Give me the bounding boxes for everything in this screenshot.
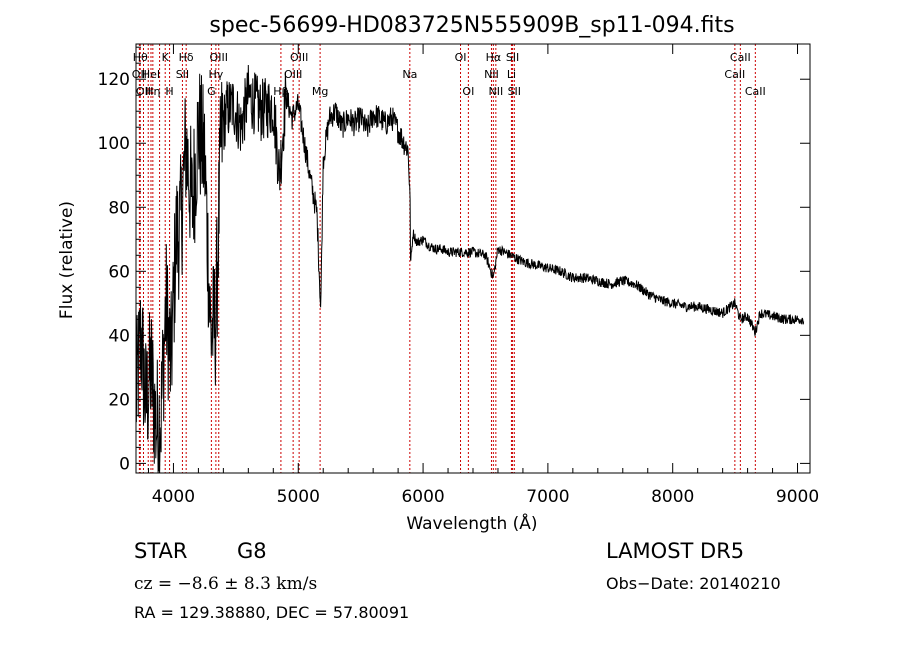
emission-line-label: CaII bbox=[724, 68, 745, 81]
x-tick-label: 6000 bbox=[401, 487, 444, 507]
x-axis-label: Wavelength (Å) bbox=[406, 512, 537, 534]
emission-line-label: CaII bbox=[730, 51, 751, 64]
emission-line-label: SII bbox=[506, 51, 519, 64]
emission-line-label: OIII bbox=[284, 68, 302, 81]
y-tick-label: 40 bbox=[108, 326, 130, 346]
x-tick-label: 9000 bbox=[776, 487, 819, 507]
emission-line-label: Hη bbox=[145, 85, 160, 98]
emission-line-label: Hδ bbox=[179, 51, 194, 64]
emission-line-label: SII bbox=[508, 85, 521, 98]
emission-line-label: OIII bbox=[210, 51, 228, 64]
emission-line-label: Hα bbox=[486, 51, 502, 64]
y-tick-label: 120 bbox=[98, 70, 130, 90]
emission-line-label: OIII bbox=[290, 51, 308, 64]
redshift-velocity: cz = −8.6 ± 8.3 km/s bbox=[134, 574, 318, 594]
emission-line-label: SII bbox=[176, 68, 189, 81]
emission-line-label: Hθ bbox=[133, 51, 148, 64]
emission-line-label: HeI bbox=[142, 68, 160, 81]
emission-line-label: Hγ bbox=[208, 68, 223, 81]
emission-line-label: Mg bbox=[312, 85, 328, 98]
emission-line-label: NII bbox=[488, 85, 503, 98]
x-tick-label: 7000 bbox=[526, 487, 569, 507]
emission-line-labels: HθOIIOIIHeIHηKHSIIHδGHγOIIIHβOIIIOIIIMgN… bbox=[132, 51, 766, 98]
y-tick-label: 0 bbox=[119, 454, 130, 474]
object-class: STAR bbox=[134, 539, 188, 563]
emission-line-label: NII bbox=[484, 68, 499, 81]
y-tick-label: 20 bbox=[108, 390, 130, 410]
emission-line-label: H bbox=[165, 85, 173, 98]
emission-line-label: G bbox=[207, 85, 216, 98]
survey-name: LAMOST DR5 bbox=[606, 539, 745, 563]
x-tick-label: 5000 bbox=[277, 487, 320, 507]
spectral-subclass: G8 bbox=[237, 539, 267, 563]
y-tick-label: 60 bbox=[108, 262, 130, 282]
y-tick-label: 80 bbox=[108, 198, 130, 218]
spectrum-line bbox=[135, 64, 805, 474]
x-tick-label: 8000 bbox=[651, 487, 694, 507]
emission-line-label: K bbox=[162, 51, 170, 64]
emission-line-label: CaII bbox=[745, 85, 766, 98]
y-tick-label: 100 bbox=[98, 134, 130, 154]
observation-date: Obs−Date: 20140210 bbox=[606, 574, 781, 593]
emission-line-label: Li bbox=[507, 68, 516, 81]
coordinates: RA = 129.38880, DEC = 57.80091 bbox=[134, 603, 410, 622]
x-axis-ticks: 4000 5000 6000 7000 8000 9000 bbox=[147, 44, 819, 507]
emission-line-label: OI bbox=[455, 51, 467, 64]
x-tick-label: 4000 bbox=[152, 487, 195, 507]
emission-line-label: Na bbox=[402, 68, 417, 81]
emission-line-label: OI bbox=[462, 85, 474, 98]
y-axis-ticks: 0 20 40 60 80 100 120 bbox=[98, 46, 810, 474]
y-axis-label: Flux (relative) bbox=[57, 201, 77, 319]
chart-title: spec-56699-HD083725N555909B_sp11-094.fit… bbox=[209, 13, 734, 38]
